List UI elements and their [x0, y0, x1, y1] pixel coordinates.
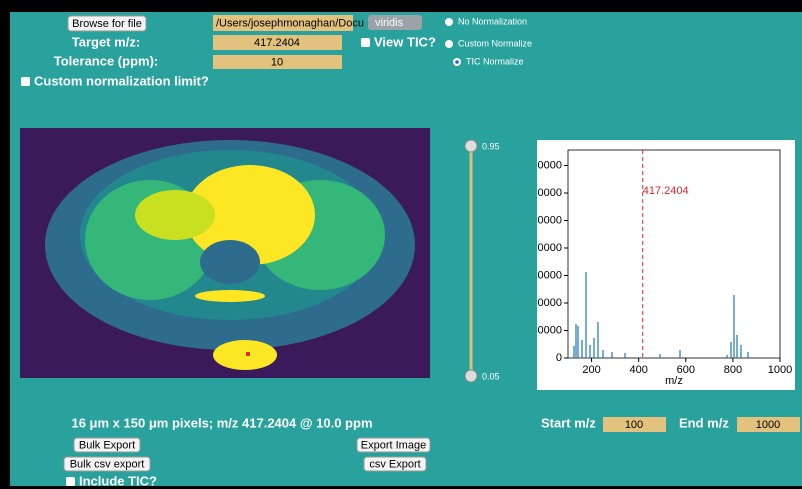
button-label: Export Image [361, 439, 426, 451]
x-tick-label: 200 [582, 364, 600, 376]
tolerance-value: 10 [271, 56, 283, 68]
x-axis-label: m/z [665, 375, 683, 387]
button-label: csv Export [369, 458, 420, 470]
start-label: Start m/z [541, 415, 596, 430]
target-value: 417.2404 [254, 37, 300, 49]
top-bar [0, 0, 802, 12]
button-label: Bulk csv export [70, 458, 145, 470]
x-tick-label: 800 [724, 364, 742, 376]
y-tick-label: 0 [556, 352, 562, 364]
slider-handle-top[interactable] [465, 140, 477, 152]
radio-button[interactable] [445, 18, 453, 26]
start-value: 100 [625, 419, 643, 431]
include-tic-label: Include TIC? [79, 473, 157, 488]
app-window: Browse for file /Users/josephmonaghan/Do… [0, 0, 802, 489]
browse-label: Browse for file [72, 18, 142, 30]
radio-dot [455, 60, 459, 64]
ion-image [20, 128, 430, 378]
path-text: /Users/josephmonaghan/Docu [216, 17, 364, 29]
radio-label: No Normalization [458, 16, 527, 26]
slider-top-label: 0.95 [482, 141, 500, 151]
button-label: Bulk Export [79, 439, 135, 451]
slider-bottom-label: 0.05 [482, 371, 500, 381]
plot-area [568, 150, 780, 358]
end-value: 1000 [756, 419, 780, 431]
slider-handle-bottom[interactable] [465, 370, 477, 382]
custom-limit-label: Custom normalization limit? [34, 73, 209, 88]
x-tick-label: 400 [629, 364, 647, 376]
x-tick-label: 1000 [768, 364, 792, 376]
include-tic-checkbox[interactable] [66, 477, 75, 486]
radio-label: Custom Normalize [458, 38, 532, 48]
marker-label: 417.2404 [643, 185, 689, 197]
caption: 16 μm x 150 μm pixels; m/z 417.2404 @ 10… [71, 415, 372, 430]
view-tic-checkbox[interactable] [361, 38, 370, 47]
view-tic-label: View TIC? [374, 34, 436, 49]
target-label: Target m/z: [72, 34, 140, 49]
colormap-text: viridis [375, 17, 404, 29]
tolerance-label: Tolerance (ppm): [54, 53, 159, 68]
radio-label: TIC Normalize [466, 56, 524, 66]
left-bar [0, 0, 10, 489]
custom-limit-checkbox[interactable] [21, 77, 30, 86]
radio-button[interactable] [445, 40, 453, 48]
end-label: End m/z [679, 415, 729, 430]
